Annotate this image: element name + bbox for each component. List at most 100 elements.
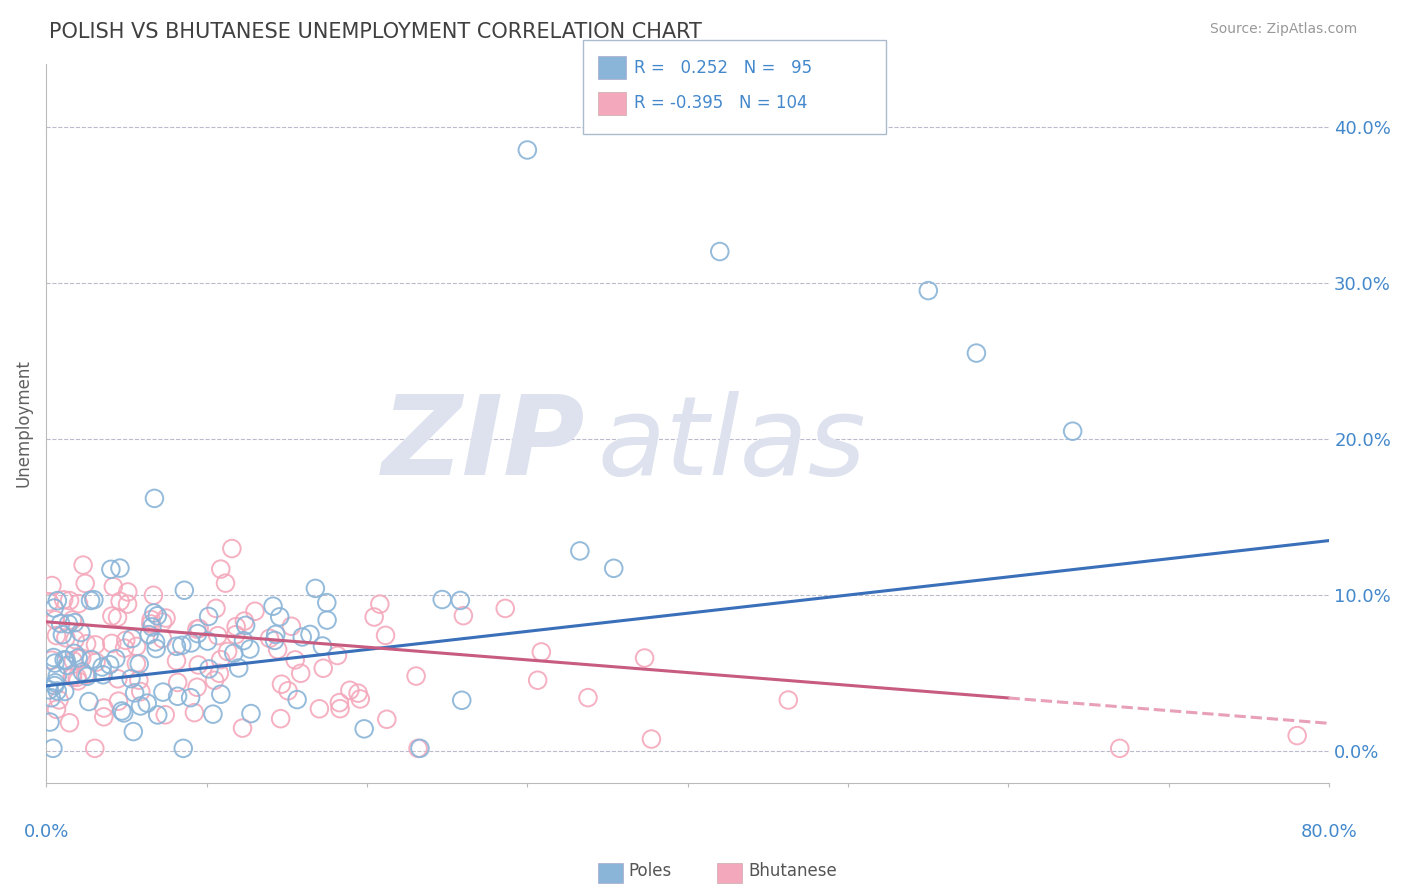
Point <box>228 661 250 675</box>
Point <box>101 609 124 624</box>
Point <box>187 657 209 672</box>
Text: R =   0.252   N =   95: R = 0.252 N = 95 <box>634 59 813 77</box>
Point <box>166 690 188 704</box>
Point <box>122 724 145 739</box>
Point <box>44 601 66 615</box>
Point <box>778 693 800 707</box>
Point <box>183 706 205 720</box>
Point <box>197 634 219 648</box>
Point <box>603 561 626 575</box>
Point <box>198 662 221 676</box>
Point <box>44 613 66 627</box>
Point <box>46 684 69 698</box>
Point <box>312 661 335 675</box>
Point <box>62 654 84 668</box>
Point <box>67 597 90 611</box>
Point <box>76 669 98 683</box>
Point <box>450 693 472 707</box>
Point <box>84 655 107 669</box>
Point <box>209 653 232 667</box>
Point <box>204 673 226 688</box>
Point <box>329 701 352 715</box>
Point <box>432 592 454 607</box>
Point <box>180 690 202 705</box>
Point <box>93 701 115 715</box>
Point <box>326 648 349 663</box>
Point <box>339 683 361 698</box>
Point <box>63 615 86 630</box>
Point <box>44 675 66 690</box>
Point <box>138 627 160 641</box>
Point <box>207 629 229 643</box>
Point <box>117 585 139 599</box>
Text: R = -0.395   N = 104: R = -0.395 N = 104 <box>634 95 807 112</box>
Point <box>308 702 330 716</box>
Point <box>114 641 136 656</box>
Point <box>76 637 98 651</box>
Point <box>165 640 187 654</box>
Point <box>353 722 375 736</box>
Point <box>155 707 177 722</box>
Point <box>41 578 63 592</box>
Point <box>266 642 288 657</box>
Point <box>77 694 100 708</box>
Point <box>45 702 67 716</box>
Point <box>225 628 247 642</box>
Point <box>114 633 136 648</box>
Point <box>67 651 90 665</box>
Point <box>152 685 174 699</box>
Point <box>917 284 939 298</box>
Point <box>108 561 131 575</box>
Point <box>152 632 174 646</box>
Point <box>66 670 89 684</box>
Point <box>239 642 262 657</box>
Point <box>375 712 398 726</box>
Point <box>270 677 292 691</box>
Point <box>112 706 135 720</box>
Point <box>52 592 75 607</box>
Point <box>1108 741 1130 756</box>
Point <box>63 646 86 660</box>
Point <box>568 544 591 558</box>
Point <box>100 562 122 576</box>
Point <box>315 596 337 610</box>
Point <box>374 628 396 642</box>
Point <box>60 613 83 627</box>
Point <box>239 706 262 721</box>
Text: Poles: Poles <box>628 863 672 880</box>
Point <box>269 609 291 624</box>
Point <box>141 620 163 634</box>
Point <box>129 684 152 698</box>
Point <box>405 669 427 683</box>
Point <box>170 638 193 652</box>
Point <box>262 599 284 614</box>
Point <box>56 658 79 673</box>
Point <box>104 652 127 666</box>
Point <box>58 715 80 730</box>
Point <box>449 593 471 607</box>
Point <box>530 645 553 659</box>
Point <box>141 613 163 627</box>
Point <box>46 669 69 683</box>
Point <box>1062 424 1084 438</box>
Point <box>91 667 114 681</box>
Point <box>48 693 70 707</box>
Point <box>55 653 77 667</box>
Point <box>233 614 256 628</box>
Point <box>84 638 107 652</box>
Point <box>188 622 211 636</box>
Point <box>197 609 219 624</box>
Point <box>277 683 299 698</box>
Point <box>69 625 91 640</box>
Point <box>576 690 599 705</box>
Point <box>107 610 129 624</box>
Point <box>311 639 333 653</box>
Point <box>143 491 166 506</box>
Y-axis label: Unemployment: Unemployment <box>15 359 32 487</box>
Point <box>98 657 121 672</box>
Point <box>70 651 93 665</box>
Point <box>166 675 188 690</box>
Point <box>120 672 142 686</box>
Point <box>284 653 307 667</box>
Point <box>640 732 662 747</box>
